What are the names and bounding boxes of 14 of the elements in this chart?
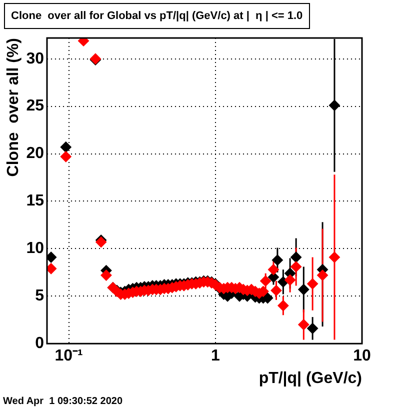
x-tick-label: 10⁻¹ [54, 348, 83, 365]
x-axis-title: pT/|q| (GeV/c) [258, 370, 362, 387]
y-tick-label: 0 [35, 335, 44, 352]
x-tick-label: 10 [353, 348, 371, 365]
chart-title: Clone over all for Global vs pT/|q| (GeV/c) at | η | <= 1.0 [4, 3, 310, 29]
y-tick-label: 10 [26, 240, 44, 258]
y-axis-title: Clone over all (%) [5, 38, 22, 177]
y-tick-label: 15 [26, 192, 44, 210]
y-tick-label: 5 [35, 288, 44, 305]
y-tick-label: 30 [26, 50, 44, 68]
text: Wed Apr 1 09:30:52 2020 [3, 396, 123, 407]
y-tick-label: 25 [26, 98, 44, 115]
x-tick-label: 1 [210, 348, 220, 365]
y-tick-label: 20 [26, 145, 44, 162]
